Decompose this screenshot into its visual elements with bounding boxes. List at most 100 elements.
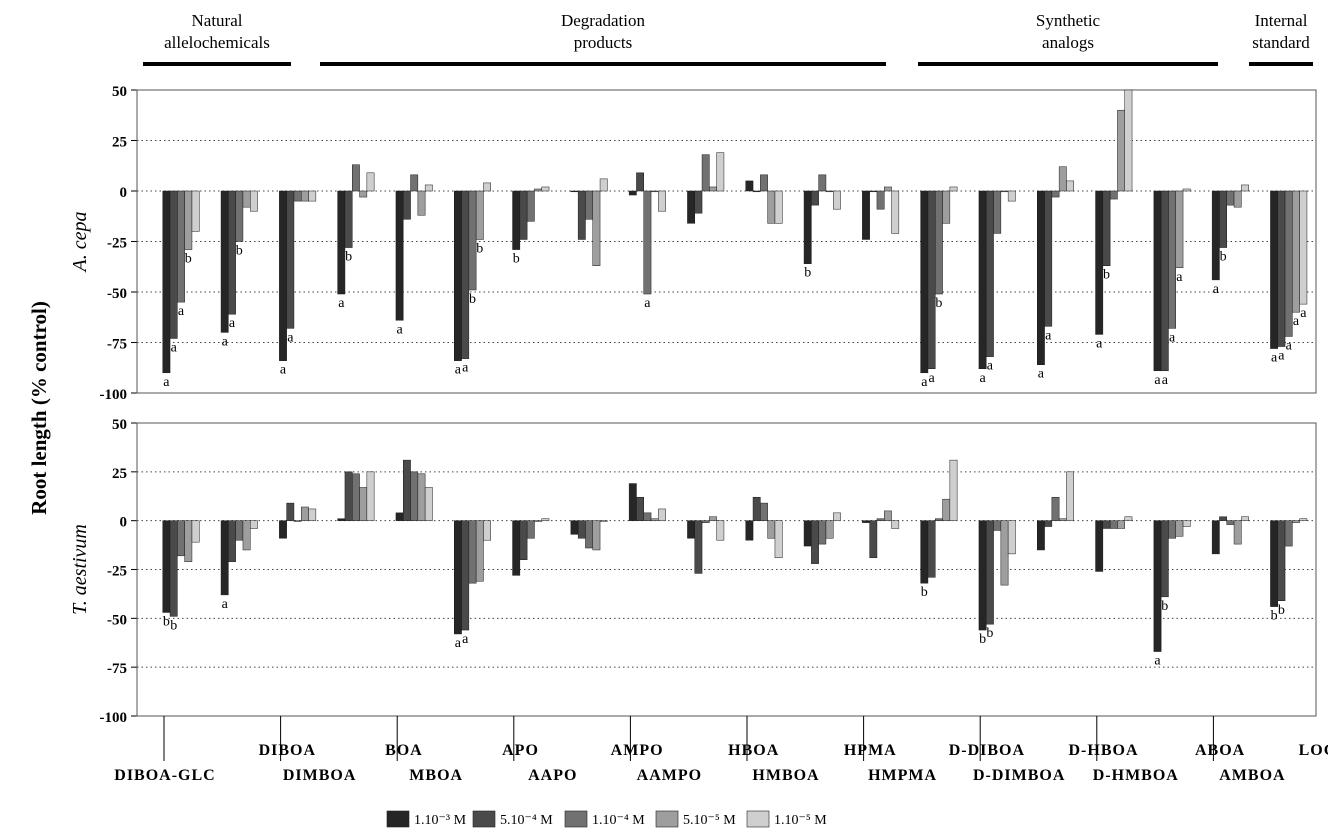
bar-diboa-glc-s1	[162, 190, 171, 374]
legend: 1.10⁻³ M 5.10⁻⁴ M 1.10⁻⁴ M 5.10⁻⁵ M 1.10⁻⁵ M	[386, 810, 827, 828]
bar-d-dimboa-s5	[1007, 520, 1016, 555]
panel-label: T. aestivum	[69, 524, 91, 615]
y-tick-label: -75	[107, 337, 127, 353]
bar-aboa-s1	[1153, 190, 1162, 372]
x-category-label: DIBOA-GLC	[114, 767, 215, 784]
bar-logran-s3	[1284, 190, 1293, 337]
group-header-label: analogs	[1042, 33, 1094, 52]
bar-d-hboa-s4	[1058, 166, 1067, 192]
bar-apo-s4	[475, 190, 484, 240]
bar-d-dimboa-s1	[978, 190, 987, 370]
bar-aampo-s4	[650, 190, 659, 193]
significance-label: a	[1154, 373, 1161, 388]
bar-boa-s2	[344, 471, 353, 521]
group-header-bar	[143, 62, 291, 66]
bar-d-dimboa-s4	[1000, 520, 1009, 586]
bar-d-diboa-s1	[920, 190, 929, 374]
significance-label: b	[476, 241, 483, 256]
significance-label: a	[921, 375, 928, 390]
x-category-label: APO	[502, 742, 539, 759]
bar-dimboa-s2	[286, 190, 295, 329]
bar-apo-s1	[454, 520, 462, 635]
x-category-label: AMPO	[611, 742, 664, 759]
group-header-label: Internal	[1255, 11, 1308, 30]
bar-mboa-s2	[403, 459, 411, 521]
bar-hmpma-s5	[891, 520, 900, 529]
bar-diboa-glc-s1	[162, 520, 171, 613]
x-category-label: AAPO	[528, 767, 577, 784]
bar-diboa-s3	[235, 520, 244, 541]
significance-label: b	[979, 632, 986, 647]
bar-aampo-s2	[636, 496, 645, 521]
bar-aapo-s2	[519, 520, 528, 560]
bar-d-hboa-s5	[1066, 471, 1074, 521]
significance-label: a	[396, 322, 403, 337]
significance-label: a	[1286, 338, 1293, 353]
significance-label: a	[462, 632, 469, 647]
legend-swatch	[386, 810, 410, 828]
bar-diboa-s5	[250, 520, 258, 529]
bar-mboa-s2	[403, 190, 411, 220]
panel-label: A. cepa	[69, 212, 91, 274]
bar-diboa-s5	[250, 190, 258, 212]
group-header-label: Natural	[192, 11, 243, 30]
bar-amboa-s3	[1226, 190, 1235, 206]
bar-mboa-s5	[424, 184, 433, 192]
significance-label: a	[455, 363, 462, 378]
bar-d-hmboa-s2	[1102, 520, 1111, 529]
bar-hmboa-s5	[774, 520, 783, 559]
bar-hboa-s5	[716, 152, 725, 192]
significance-label: a	[455, 636, 462, 651]
bar-boa-s3	[352, 164, 360, 192]
bar-d-hmboa-s2	[1102, 190, 1111, 266]
bar-ampo-s2	[577, 520, 586, 539]
bar-aboa-s4	[1175, 190, 1184, 269]
bar-aampo-s5	[658, 508, 666, 521]
y-tick-label: 50	[112, 84, 127, 100]
bar-aapo-s4	[534, 520, 543, 522]
bar-hmpma-s2	[869, 520, 878, 559]
bar-boa-s2	[344, 190, 353, 248]
y-tick-label: 0	[120, 515, 128, 531]
x-category-label: HMBOA	[752, 767, 819, 784]
bar-hmpma-s3	[876, 518, 885, 521]
bar-hboa-s4	[709, 186, 717, 192]
group-header-label: Degradation	[561, 11, 646, 30]
bar-aboa-s1	[1153, 520, 1162, 652]
x-category-label: DIBOA	[259, 742, 316, 759]
legend-label: 1.10⁻³ M	[414, 813, 467, 828]
bar-diboa-s2	[228, 190, 236, 315]
bar-ampo-s5	[599, 520, 608, 522]
significance-label: a	[1278, 349, 1285, 364]
bar-diboa-glc-s4	[184, 190, 193, 250]
bar-hpma-s4	[825, 520, 834, 539]
bar-hboa-s5	[716, 520, 725, 541]
x-category-label: D-DIBOA	[949, 742, 1025, 759]
y-tick-label: -100	[100, 710, 128, 726]
bar-aboa-s3	[1168, 520, 1176, 539]
bar-aboa-s5	[1182, 520, 1191, 527]
bar-diboa-glc-s2	[169, 520, 178, 617]
bar-mboa-s3	[410, 471, 419, 521]
y-tick-label: -25	[107, 236, 127, 252]
significance-label: b	[1161, 599, 1168, 614]
bar-d-hmboa-s5	[1124, 516, 1133, 521]
bar-dimboa-s1	[279, 520, 287, 539]
bar-hmpma-s3	[876, 190, 885, 210]
significance-label: a	[644, 296, 651, 311]
legend-label: 5.10⁻⁵ M	[683, 813, 736, 828]
bar-d-diboa-s2	[927, 520, 936, 578]
bar-hmboa-s2	[752, 190, 761, 193]
group-header-label: products	[574, 33, 633, 52]
x-category-label: MBOA	[409, 767, 463, 784]
bar-d-hmboa-s4	[1117, 109, 1125, 192]
y-tick-label: 0	[120, 185, 128, 201]
bar-amboa-s5	[1241, 516, 1249, 521]
bar-diboa-glc-s4	[184, 520, 193, 562]
x-category-label: LOGRAN	[1299, 742, 1328, 759]
bar-aboa-s2	[1160, 520, 1169, 598]
group-headers: Natural allelochemicals Degradation product…	[143, 11, 1313, 66]
bar-apo-s2	[461, 190, 470, 359]
significance-label: b	[513, 252, 520, 267]
bar-apo-s5	[483, 520, 492, 541]
